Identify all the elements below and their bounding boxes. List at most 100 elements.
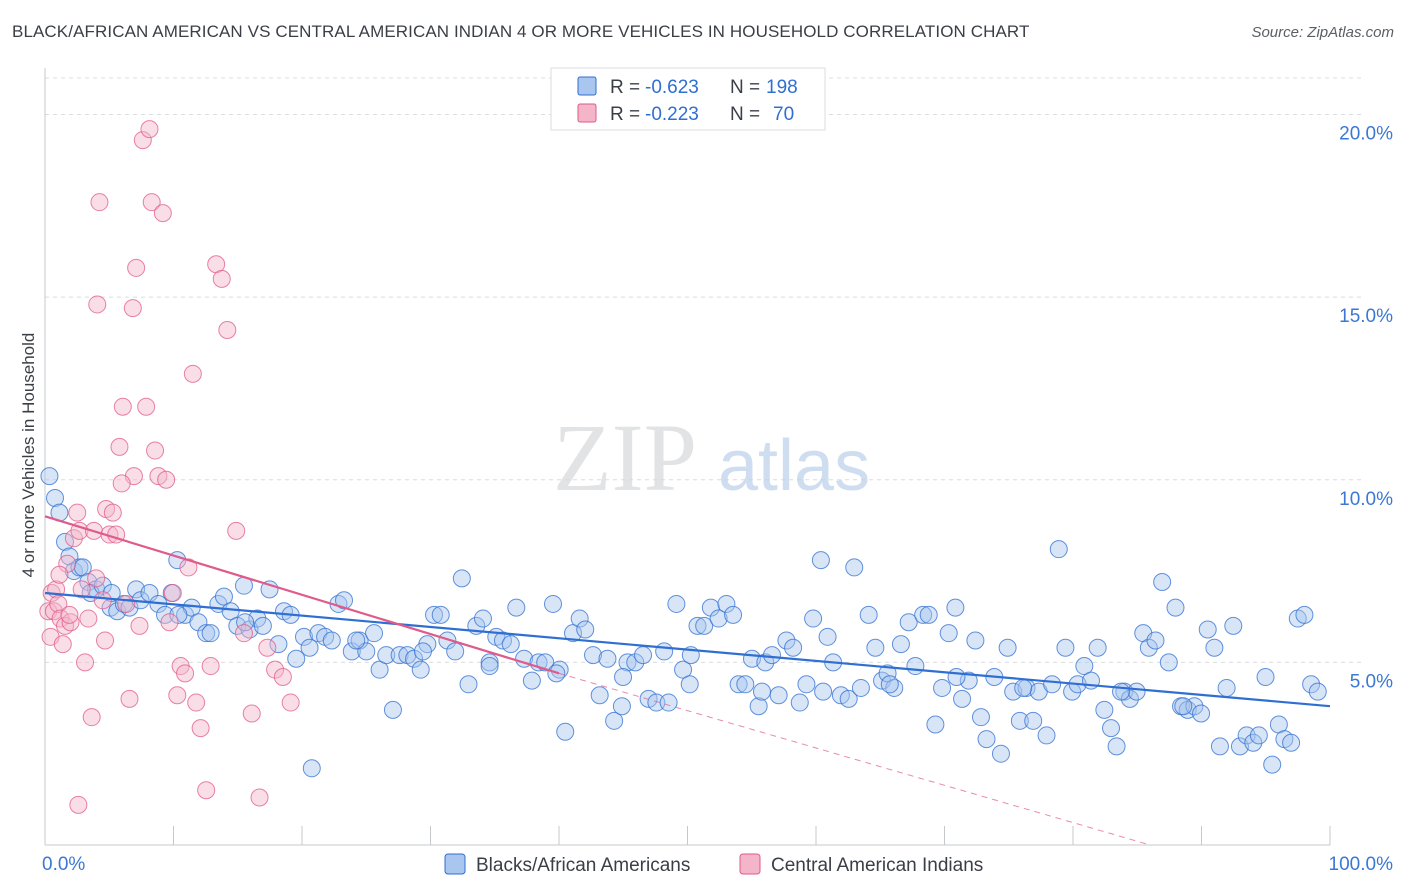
data-point-blacks bbox=[784, 638, 803, 657]
data-point-central-american-indians bbox=[123, 299, 142, 318]
y-tick-label: 5.0% bbox=[1350, 671, 1393, 692]
data-point-central-american-indians bbox=[69, 795, 88, 814]
legend-r-label-1: R = bbox=[610, 77, 640, 98]
data-point-blacks bbox=[914, 605, 933, 624]
data-point-blacks bbox=[1198, 620, 1217, 639]
data-point-central-american-indians bbox=[90, 193, 109, 212]
data-point-blacks bbox=[253, 616, 272, 635]
data-point-central-american-indians bbox=[179, 558, 198, 577]
data-point-blacks bbox=[214, 587, 233, 606]
watermark: ZIP atlas bbox=[553, 404, 870, 511]
data-point-blacks bbox=[56, 532, 75, 551]
chart-title: BLACK/AFRICAN AMERICAN VS CENTRAL AMERIC… bbox=[12, 22, 1030, 41]
data-point-blacks bbox=[1095, 700, 1114, 719]
data-point-blacks bbox=[370, 660, 389, 679]
legend-n-label-2: N = bbox=[730, 104, 760, 125]
data-point-central-american-indians bbox=[201, 657, 220, 676]
data-point-blacks bbox=[322, 631, 341, 650]
data-point-blacks bbox=[543, 594, 562, 613]
data-point-blacks bbox=[1308, 682, 1327, 701]
data-point-blacks bbox=[390, 646, 409, 665]
data-point-blacks bbox=[777, 631, 796, 650]
data-point-blacks bbox=[612, 697, 631, 716]
data-point-blacks bbox=[1024, 711, 1043, 730]
trend-line-central-american-indians bbox=[44, 515, 560, 675]
data-point-blacks bbox=[1010, 711, 1029, 730]
data-point-central-american-indians bbox=[212, 269, 231, 288]
data-point-blacks bbox=[1037, 726, 1056, 745]
data-point-blacks bbox=[383, 700, 402, 719]
legend-bottom-swatch-pink bbox=[739, 853, 761, 875]
data-point-blacks bbox=[926, 715, 945, 734]
series-legend: Blacks/African Americans Central America… bbox=[444, 853, 983, 876]
data-point-blacks bbox=[452, 569, 471, 588]
data-point-central-american-indians bbox=[142, 193, 161, 212]
data-point-blacks bbox=[966, 631, 985, 650]
x-tick-label-max: 100.0% bbox=[1329, 854, 1394, 875]
legend-bottom-label-pink: Central American Indians bbox=[771, 855, 983, 876]
data-point-blacks bbox=[1139, 638, 1158, 657]
trend-line-extension bbox=[558, 672, 1151, 846]
data-point-blacks bbox=[1302, 675, 1321, 694]
data-point-blacks bbox=[634, 646, 653, 665]
data-point-central-american-indians bbox=[87, 569, 106, 588]
data-point-blacks bbox=[1217, 678, 1236, 697]
data-point-blacks bbox=[811, 551, 830, 570]
data-point-central-american-indians bbox=[113, 397, 132, 416]
data-point-blacks bbox=[804, 609, 823, 628]
data-point-central-american-indians bbox=[100, 525, 119, 544]
data-point-blacks bbox=[1153, 573, 1172, 592]
data-point-central-american-indians bbox=[140, 120, 159, 139]
data-point-blacks bbox=[1174, 697, 1193, 716]
data-point-central-american-indians bbox=[76, 653, 95, 672]
stats-legend: R = -0.623 N = 198 R = -0.223 N = 70 bbox=[550, 67, 826, 131]
data-point-blacks bbox=[818, 627, 837, 646]
data-point-blacks bbox=[959, 671, 978, 690]
data-point-central-american-indians bbox=[56, 616, 75, 635]
data-point-blacks bbox=[536, 653, 555, 672]
data-point-blacks bbox=[839, 689, 858, 708]
data-point-central-american-indians bbox=[120, 689, 139, 708]
data-point-central-american-indians bbox=[197, 781, 216, 800]
data-point-blacks bbox=[906, 657, 925, 676]
x-tick-label-min: 0.0% bbox=[42, 854, 85, 875]
data-point-blacks bbox=[1263, 755, 1282, 774]
data-point-blacks bbox=[998, 638, 1017, 657]
data-point-blacks bbox=[769, 686, 788, 705]
data-point-blacks bbox=[947, 667, 966, 686]
data-point-central-american-indians bbox=[110, 437, 129, 456]
data-point-central-american-indians bbox=[191, 719, 210, 738]
data-point-blacks bbox=[1056, 638, 1075, 657]
data-point-central-american-indians bbox=[127, 258, 146, 277]
data-point-blacks bbox=[736, 675, 755, 694]
data-point-central-american-indians bbox=[53, 635, 72, 654]
data-point-blacks bbox=[756, 653, 775, 672]
data-point-blacks bbox=[859, 605, 878, 624]
data-point-central-american-indians bbox=[60, 605, 79, 624]
data-point-blacks bbox=[1043, 675, 1062, 694]
data-point-blacks bbox=[762, 646, 781, 665]
legend-r-label-2: R = bbox=[610, 104, 640, 125]
data-point-central-american-indians bbox=[218, 321, 237, 340]
data-point-blacks bbox=[64, 562, 83, 581]
data-point-blacks bbox=[46, 489, 65, 508]
data-point-central-american-indians bbox=[79, 609, 98, 628]
data-point-blacks bbox=[899, 613, 918, 632]
data-point-central-american-indians bbox=[117, 594, 136, 613]
data-point-blacks bbox=[797, 675, 816, 694]
data-point-central-american-indians bbox=[112, 474, 131, 493]
data-point-central-american-indians bbox=[49, 594, 68, 613]
data-point-blacks bbox=[814, 682, 833, 701]
data-point-blacks bbox=[1146, 631, 1165, 650]
data-point-blacks bbox=[501, 635, 520, 654]
data-point-blacks bbox=[647, 693, 666, 712]
data-point-blacks bbox=[564, 624, 583, 643]
data-point-central-american-indians bbox=[130, 616, 149, 635]
data-point-blacks bbox=[248, 609, 267, 628]
data-point-central-american-indians bbox=[187, 693, 206, 712]
data-point-central-american-indians bbox=[68, 503, 87, 522]
data-point-blacks bbox=[1049, 540, 1068, 559]
legend-n-value-1: 198 bbox=[766, 77, 798, 98]
data-point-central-american-indians bbox=[183, 364, 202, 383]
